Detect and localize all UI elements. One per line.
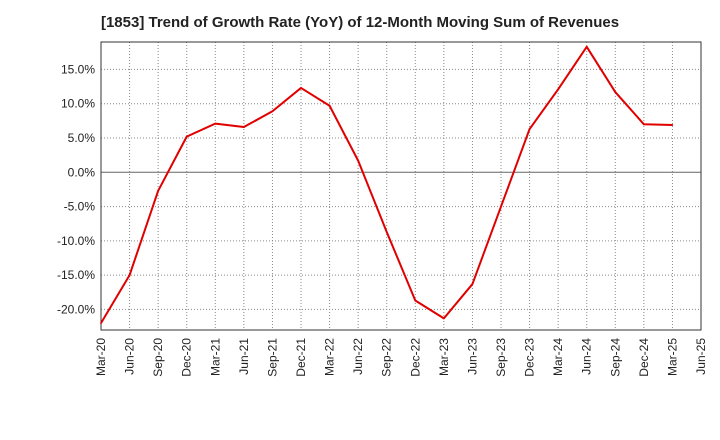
x-tick-label: Sep-21 [265,338,279,377]
x-tick-label: Dec-22 [408,338,422,377]
x-tick-label: Mar-24 [551,338,565,376]
data-point [243,126,245,128]
data-point [128,274,131,276]
x-tick-label: Dec-23 [523,338,537,377]
series-group [100,45,674,324]
x-tick-label: Sep-24 [608,338,622,377]
data-point [471,283,474,285]
data-point [500,205,502,208]
data-point [357,159,359,162]
y-tick-label: 0.0% [68,165,96,179]
data-point [271,110,274,113]
x-tick-label: Sep-22 [380,338,394,377]
x-tick-label: Dec-24 [637,338,651,377]
x-tick-label: Mar-25 [665,338,679,376]
x-tick-label: Sep-20 [151,338,165,377]
x-tick-label: Jun-24 [580,338,594,375]
data-point [528,128,531,130]
data-point [557,88,559,91]
data-point [614,91,617,93]
x-tick-label: Jun-22 [351,338,365,375]
data-point [671,124,674,126]
axes [100,41,702,331]
x-tick-label: Mar-22 [323,338,337,376]
y-tick-label: -15.0% [57,268,95,282]
x-tick-label: Jun-23 [465,338,479,375]
data-point [643,123,645,126]
y-tick-label: 10.0% [61,97,95,111]
y-tick-label: -10.0% [57,234,95,248]
y-tick-label: 5.0% [68,131,96,145]
data-point [585,46,588,48]
data-point [185,135,188,138]
data-point [443,317,445,320]
y-tick-labels: -20.0% -15.0% -10.0% -5.0% 0.0% 5.0% 10.0% 15.0… [57,62,95,316]
data-point [214,122,217,125]
plot-border [100,41,702,331]
x-tick-label: Jun-20 [123,338,137,375]
data-point [300,87,302,89]
x-tick-label: Jun-25 [694,338,708,375]
series-line [100,45,673,324]
x-tick-labels: Mar-20 Jun-20 Sep-20 Dec-20 Mar-21 Jun-21 Sep-… [94,338,708,377]
data-point [414,299,417,302]
x-tick-label: Mar-20 [94,338,108,376]
x-tick-label: Mar-23 [437,338,451,376]
x-tick-label: Jun-21 [237,338,251,375]
x-tick-label: Dec-20 [180,338,194,377]
data-point [328,104,331,107]
x-tick-label: Mar-21 [208,338,222,376]
chart-title: [1853] Trend of Growth Rate (YoY) of 12-… [100,14,620,31]
data-point [385,231,388,233]
y-tick-label: 15.0% [61,62,95,76]
y-tick-label: -5.0% [64,200,96,214]
y-tick-label: -20.0% [57,302,95,316]
x-tick-label: Sep-23 [494,338,508,377]
x-tick-label: Dec-21 [294,338,308,377]
data-point [157,190,159,192]
data-point [100,322,102,324]
grid-lines [101,42,701,330]
